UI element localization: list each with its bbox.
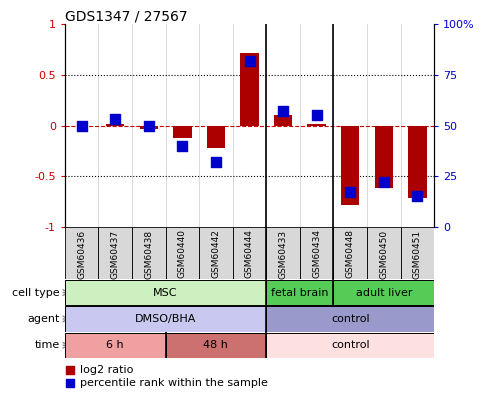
Text: DMSO/BHA: DMSO/BHA: [135, 314, 196, 324]
Point: [279, 108, 287, 115]
Text: time: time: [34, 340, 60, 350]
Bar: [341, 126, 359, 205]
Bar: [98, 227, 132, 279]
Text: GSM60433: GSM60433: [278, 229, 287, 279]
Point: [111, 116, 119, 123]
Text: percentile rank within the sample: percentile rank within the sample: [80, 378, 267, 388]
Point: [346, 189, 354, 196]
Text: 48 h: 48 h: [204, 340, 229, 350]
Text: GSM60442: GSM60442: [212, 229, 221, 278]
Point: [380, 179, 388, 185]
Bar: [333, 227, 367, 279]
Point: [178, 143, 186, 149]
Point: [78, 122, 86, 129]
Bar: [266, 280, 333, 305]
Point: [246, 58, 253, 64]
Text: fetal brain: fetal brain: [271, 288, 329, 298]
Bar: [207, 126, 225, 148]
Bar: [65, 280, 266, 305]
Text: GSM60440: GSM60440: [178, 229, 187, 278]
Bar: [274, 115, 292, 126]
Point: [212, 159, 220, 165]
Bar: [300, 227, 333, 279]
Text: control: control: [331, 340, 370, 350]
Bar: [140, 126, 158, 129]
Text: GSM60448: GSM60448: [346, 229, 355, 278]
Bar: [367, 227, 401, 279]
Bar: [65, 227, 98, 279]
Bar: [401, 227, 434, 279]
Text: adult liver: adult liver: [355, 288, 412, 298]
Bar: [166, 227, 199, 279]
Text: GSM60444: GSM60444: [245, 229, 254, 278]
Text: GSM60436: GSM60436: [77, 229, 86, 279]
Bar: [173, 126, 192, 138]
Text: cell type: cell type: [12, 288, 60, 298]
Text: GSM60434: GSM60434: [312, 229, 321, 278]
Bar: [266, 306, 434, 332]
Bar: [266, 227, 300, 279]
Text: GDS1347 / 27567: GDS1347 / 27567: [65, 9, 188, 23]
Text: GSM60451: GSM60451: [413, 229, 422, 279]
Text: MSC: MSC: [153, 288, 178, 298]
Text: agent: agent: [27, 314, 60, 324]
Bar: [333, 280, 434, 305]
Text: GSM60450: GSM60450: [379, 229, 388, 279]
Text: 6 h: 6 h: [106, 340, 124, 350]
Text: GSM60438: GSM60438: [144, 229, 153, 279]
Text: GSM60437: GSM60437: [111, 229, 120, 279]
Bar: [240, 53, 258, 126]
Bar: [233, 227, 266, 279]
Bar: [65, 333, 166, 358]
Bar: [307, 124, 326, 126]
Bar: [408, 126, 427, 198]
Bar: [132, 227, 166, 279]
Point: [66, 367, 74, 374]
Bar: [375, 126, 393, 188]
Text: control: control: [331, 314, 370, 324]
Bar: [199, 227, 233, 279]
Bar: [166, 333, 266, 358]
Point: [313, 112, 321, 119]
Point: [413, 193, 421, 200]
Bar: [65, 306, 266, 332]
Bar: [106, 124, 124, 126]
Point: [145, 122, 153, 129]
Point: [66, 379, 74, 386]
Text: log2 ratio: log2 ratio: [80, 365, 133, 375]
Bar: [266, 333, 434, 358]
